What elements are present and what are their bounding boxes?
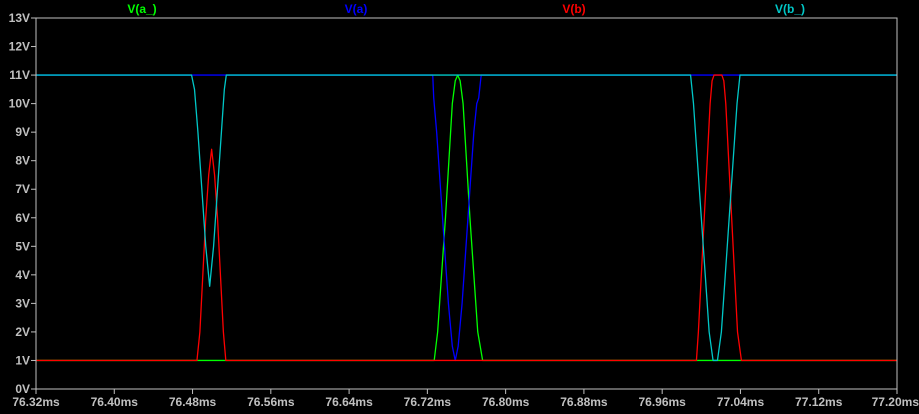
x-tick-label: 76.96ms [638,395,686,409]
y-tick-label: 2V [15,325,30,339]
x-tick-label: 76.48ms [169,395,217,409]
legend-item-0: V(a_) [127,2,156,16]
x-tick-label: 76.64ms [325,395,373,409]
y-tick-label: 4V [15,268,30,282]
y-tick-label: 7V [15,182,30,196]
y-tick-label: 11V [9,68,30,82]
y-tick-label: 5V [15,239,30,253]
legend-item-3: V(b_) [775,2,805,16]
x-tick-label: 77.20ms [872,395,919,409]
y-tick-label: 10V [9,97,30,111]
series-line-0 [36,74,897,362]
x-tick-label: 76.72ms [404,395,452,409]
series-line-3 [36,74,897,362]
y-tick-label: 3V [15,296,30,310]
x-tick-label: 76.32ms [12,395,60,409]
series-line-2 [36,74,897,362]
x-tick-label: 76.56ms [247,395,295,409]
legend: V(a_) V(a) V(b) V(b_) [127,2,805,16]
y-tick-label: 12V [9,40,30,54]
series-line-1 [36,74,897,362]
y-tick-label: 1V [15,353,30,367]
x-tick-label: 76.80ms [482,395,530,409]
x-tick-label: 77.12ms [795,395,843,409]
y-tick-label: 8V [15,154,30,168]
y-tick-label: 0V [15,382,30,396]
legend-item-1: V(a) [345,2,368,16]
x-tick-label: 77.04ms [717,395,765,409]
plot-frame [35,17,898,390]
x-tick-label: 76.40ms [91,395,139,409]
legend-item-2: V(b) [562,2,585,16]
y-tick-label: 13V [9,11,30,25]
series-layer [36,74,897,362]
axes: 0V 1V 2V 3V 4V 5V 6V 7V 8V 9V 10V 11V 12V 13V 76.32ms 7… [9,11,919,409]
y-tick-label: 6V [15,211,30,225]
x-tick-label: 76.88ms [560,395,608,409]
y-tick-label: 9V [15,125,30,139]
